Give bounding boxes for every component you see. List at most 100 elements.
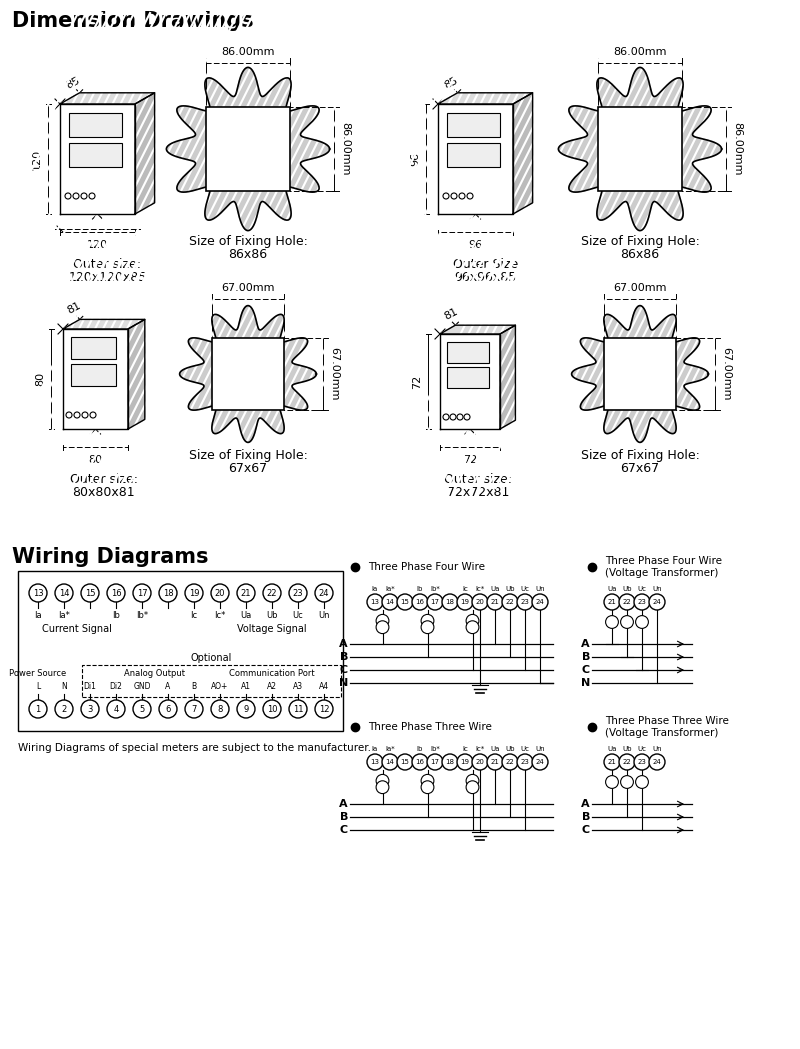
Text: Ic*: Ic* <box>475 586 485 592</box>
Circle shape <box>159 700 177 718</box>
Bar <box>604 338 676 410</box>
Polygon shape <box>60 104 135 214</box>
Text: 18: 18 <box>162 588 174 598</box>
Text: 17: 17 <box>430 599 439 605</box>
Circle shape <box>29 700 47 718</box>
Polygon shape <box>440 334 500 429</box>
Polygon shape <box>63 329 128 429</box>
Circle shape <box>451 193 457 199</box>
Text: 86x86: 86x86 <box>229 248 267 261</box>
Text: GND: GND <box>134 682 150 691</box>
Circle shape <box>427 754 443 770</box>
Text: 85: 85 <box>442 74 459 90</box>
Circle shape <box>442 754 458 770</box>
Circle shape <box>376 780 389 794</box>
Circle shape <box>502 594 518 611</box>
Polygon shape <box>438 104 513 214</box>
Text: 86x86: 86x86 <box>621 248 659 261</box>
Text: Uc: Uc <box>293 611 303 620</box>
Text: 96: 96 <box>469 240 482 250</box>
Text: 23: 23 <box>521 759 530 765</box>
Text: 81: 81 <box>442 306 459 322</box>
Text: 18: 18 <box>446 599 454 605</box>
Text: Communication Port: Communication Port <box>229 669 315 678</box>
Circle shape <box>619 594 635 611</box>
Polygon shape <box>558 67 722 231</box>
Text: 23: 23 <box>521 599 530 605</box>
Text: 13: 13 <box>33 588 43 598</box>
Text: Current Signal: Current Signal <box>42 624 112 634</box>
Circle shape <box>649 594 665 611</box>
Circle shape <box>185 700 203 718</box>
Text: A: A <box>339 799 348 809</box>
Text: Size of Fixing Hole:: Size of Fixing Hole: <box>581 235 699 248</box>
Circle shape <box>382 754 398 770</box>
Circle shape <box>412 754 428 770</box>
Text: Size of Fixing Hole:: Size of Fixing Hole: <box>189 235 307 248</box>
Text: Uc: Uc <box>521 746 530 752</box>
Text: A: A <box>166 682 170 691</box>
Circle shape <box>472 754 488 770</box>
Text: Ic: Ic <box>462 586 468 592</box>
Circle shape <box>442 594 458 611</box>
Text: 14: 14 <box>386 599 394 605</box>
Circle shape <box>90 412 96 418</box>
Polygon shape <box>180 305 316 443</box>
Text: 22: 22 <box>506 599 514 605</box>
Text: 67x67: 67x67 <box>229 462 267 475</box>
Text: 67.00mm: 67.00mm <box>614 283 666 293</box>
Text: 21: 21 <box>607 599 617 605</box>
Text: 9: 9 <box>243 705 249 713</box>
Text: Un: Un <box>652 586 662 592</box>
Text: 15: 15 <box>401 759 410 765</box>
Text: 86.00mm: 86.00mm <box>340 123 350 176</box>
Text: Ub: Ub <box>622 586 632 592</box>
Circle shape <box>397 594 413 611</box>
Circle shape <box>397 754 413 770</box>
Text: 15: 15 <box>401 599 410 605</box>
Text: Ib*: Ib* <box>136 611 148 620</box>
Circle shape <box>472 594 488 611</box>
Text: 85: 85 <box>64 74 82 90</box>
Text: Optional: Optional <box>191 652 232 663</box>
Circle shape <box>457 754 473 770</box>
Text: 86.00mm: 86.00mm <box>614 47 666 57</box>
Text: 67.00mm: 67.00mm <box>222 283 274 293</box>
Text: 12: 12 <box>318 705 330 713</box>
Text: C: C <box>582 825 590 835</box>
Circle shape <box>443 414 449 420</box>
Text: 20: 20 <box>214 588 226 598</box>
Text: 17: 17 <box>430 759 439 765</box>
Bar <box>447 143 499 167</box>
Text: A2: A2 <box>267 682 277 691</box>
Text: 21: 21 <box>607 759 617 765</box>
Text: A: A <box>339 639 348 649</box>
Bar <box>70 337 116 359</box>
Text: 22: 22 <box>622 759 631 765</box>
Text: Ic*: Ic* <box>475 746 485 752</box>
Circle shape <box>634 594 650 611</box>
Text: Ib*: Ib* <box>430 746 440 752</box>
Circle shape <box>376 615 389 627</box>
Text: B: B <box>191 682 197 691</box>
Text: 10: 10 <box>266 705 278 713</box>
Text: 8: 8 <box>218 705 222 713</box>
Text: Ic: Ic <box>462 746 468 752</box>
Circle shape <box>211 584 229 602</box>
Text: B: B <box>582 812 590 822</box>
Circle shape <box>466 615 479 627</box>
Text: Un: Un <box>652 746 662 752</box>
Circle shape <box>443 193 449 199</box>
Text: 19: 19 <box>461 599 470 605</box>
Circle shape <box>621 775 634 789</box>
Text: Ub: Ub <box>266 611 278 620</box>
Text: 21: 21 <box>490 599 499 605</box>
Text: 18: 18 <box>446 759 454 765</box>
Bar <box>69 113 122 137</box>
Text: 23: 23 <box>293 588 303 598</box>
Text: 22: 22 <box>266 588 278 598</box>
Circle shape <box>289 700 307 718</box>
Text: Size of Fixing Hole:: Size of Fixing Hole: <box>581 449 699 462</box>
Text: 86.00mm: 86.00mm <box>732 123 742 176</box>
Text: 1: 1 <box>35 705 41 713</box>
